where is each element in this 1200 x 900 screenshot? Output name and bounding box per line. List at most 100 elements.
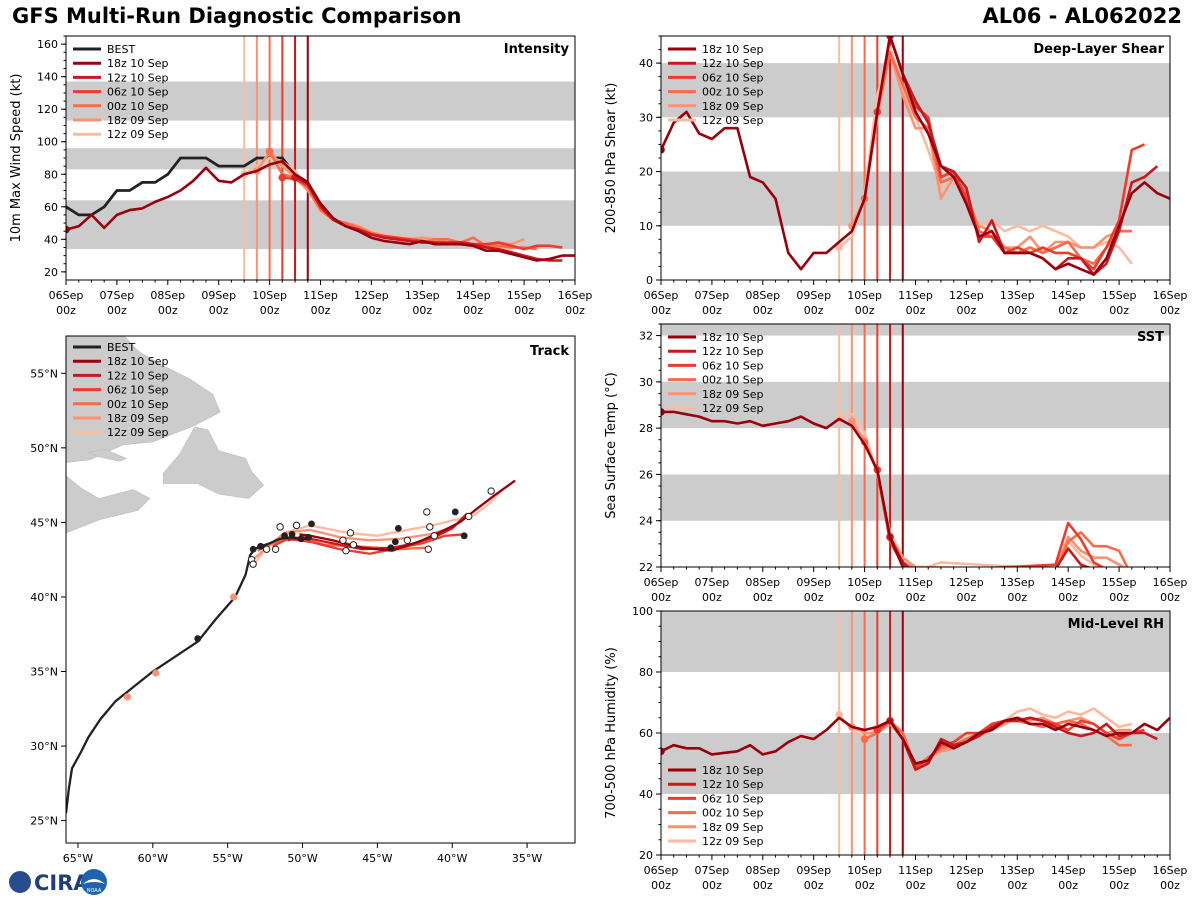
threshold-band bbox=[661, 474, 1170, 521]
x-tick-label: 10Sep bbox=[847, 576, 882, 589]
y-tick-label: 40 bbox=[639, 788, 653, 801]
x-tick-sublabel: 00z bbox=[1007, 304, 1027, 317]
track-point-open bbox=[487, 487, 495, 495]
x-tick-sublabel: 00z bbox=[804, 591, 824, 604]
y-tick-label: 20 bbox=[639, 166, 653, 179]
x-tick-label: 11Sep bbox=[898, 864, 933, 877]
x-tick-label: 16Sep bbox=[1153, 289, 1188, 302]
x-tick-sublabel: 00z bbox=[651, 879, 671, 892]
storm-id: AL06 - AL062022 bbox=[982, 4, 1183, 28]
y-tick-label: 100 bbox=[632, 605, 653, 618]
series-line bbox=[661, 410, 907, 567]
shear-plot-area bbox=[661, 36, 1170, 280]
track-point-open bbox=[349, 541, 358, 549]
track-point-open bbox=[262, 545, 271, 553]
cira-logo: CIRA NOAA bbox=[9, 869, 107, 895]
x-tick-label: 13Sep bbox=[1000, 576, 1035, 589]
x-tick-label: 10Sep bbox=[252, 289, 287, 302]
legend-label: 12z 09 Sep bbox=[107, 426, 169, 439]
x-tick-label: 13Sep bbox=[1000, 864, 1035, 877]
track-point-open bbox=[276, 523, 284, 531]
x-tick-label: 12Sep bbox=[354, 289, 389, 302]
intensity-chart: 06Sep 00z 07Sep 00z 08Sep 00z 09Sep 00z 10Sep 00z… bbox=[9, 35, 593, 317]
legend-label: 12z 10 Sep bbox=[107, 71, 169, 84]
legend-label: 06z 10 Sep bbox=[107, 384, 169, 397]
track-point-filled bbox=[288, 530, 296, 538]
track-point-open bbox=[426, 523, 434, 531]
legend-label: 12z 09 Sep bbox=[702, 402, 764, 415]
x-tick-sublabel: 00z bbox=[107, 304, 127, 317]
track-map: 65°W 60°W 55°W 50°W 45°W 40°W 35°W 25°N 30°N 35°N… bbox=[30, 335, 576, 865]
rh-chart: 06Sep 00z 07Sep 00z 08Sep 00z 09Sep 00z 10Sep 00z… bbox=[604, 605, 1187, 892]
legend-label: 12z 10 Sep bbox=[702, 778, 764, 791]
x-tick-label: 13Sep bbox=[1000, 289, 1035, 302]
y-tick-label: 80 bbox=[44, 168, 58, 181]
x-tick-label: 07Sep bbox=[100, 289, 135, 302]
legend-label: 12z 10 Sep bbox=[702, 345, 764, 358]
legend-label: 00z 10 Sep bbox=[702, 807, 764, 820]
noaa-bird-icon bbox=[83, 879, 105, 884]
legend-label: 18z 10 Sep bbox=[702, 764, 764, 777]
y-tick-label: 32 bbox=[639, 330, 653, 343]
lat-tick-label: 45°N bbox=[30, 516, 58, 529]
x-tick-sublabel: 00z bbox=[1109, 591, 1129, 604]
x-tick-sublabel: 00z bbox=[362, 304, 382, 317]
y-tick-label: 0 bbox=[646, 274, 653, 287]
y-tick-label: 28 bbox=[639, 422, 653, 435]
x-tick-sublabel: 00z bbox=[1058, 879, 1078, 892]
x-tick-sublabel: 00z bbox=[565, 304, 585, 317]
track-point-filled bbox=[257, 542, 265, 550]
x-tick-label: 08Sep bbox=[745, 289, 780, 302]
x-tick-sublabel: 00z bbox=[1160, 879, 1180, 892]
x-tick-label: 12Sep bbox=[949, 289, 984, 302]
x-tick-sublabel: 00z bbox=[412, 304, 432, 317]
x-tick-sublabel: 00z bbox=[209, 304, 229, 317]
x-tick-label: 07Sep bbox=[695, 289, 730, 302]
x-tick-label: 07Sep bbox=[695, 576, 730, 589]
track-plot-area bbox=[66, 336, 516, 814]
legend-label: 00z 10 Sep bbox=[107, 100, 169, 113]
track-point-filled bbox=[387, 544, 395, 552]
x-tick-label: 16Sep bbox=[1153, 864, 1188, 877]
axes-frame bbox=[65, 335, 576, 844]
series-line bbox=[661, 716, 1170, 765]
init-point bbox=[66, 225, 70, 234]
panel-title: SST bbox=[1137, 330, 1164, 345]
lon-tick-label: 50°W bbox=[287, 852, 317, 865]
legend-label: 12z 09 Sep bbox=[702, 835, 764, 848]
track-point bbox=[152, 669, 160, 677]
x-tick-label: 16Sep bbox=[1153, 576, 1188, 589]
x-tick-sublabel: 00z bbox=[753, 591, 773, 604]
y-tick-label: 120 bbox=[37, 103, 58, 116]
x-tick-sublabel: 00z bbox=[804, 304, 824, 317]
x-tick-label: 14Sep bbox=[1051, 864, 1086, 877]
legend-label: 18z 09 Sep bbox=[107, 412, 169, 425]
track-point-filled bbox=[194, 635, 202, 643]
track-point-filled bbox=[305, 533, 312, 541]
init-point bbox=[661, 408, 665, 416]
series-line bbox=[66, 160, 575, 262]
x-tick-sublabel: 00z bbox=[906, 304, 926, 317]
init-point bbox=[278, 173, 287, 182]
legend-label: 18z 09 Sep bbox=[702, 100, 764, 113]
x-tick-label: 08Sep bbox=[150, 289, 185, 302]
land-mass bbox=[87, 448, 127, 462]
x-tick-label: 14Sep bbox=[1051, 289, 1086, 302]
y-tick-label: 60 bbox=[639, 727, 653, 740]
legend-label: 18z 09 Sep bbox=[702, 388, 764, 401]
x-tick-sublabel: 00z bbox=[1058, 591, 1078, 604]
x-tick-sublabel: 00z bbox=[702, 879, 722, 892]
legend-label: 18z 10 Sep bbox=[702, 331, 764, 344]
intensity-plot-area bbox=[66, 36, 575, 280]
lon-tick-label: 40°W bbox=[437, 852, 467, 865]
track-point-open bbox=[342, 547, 350, 555]
x-tick-label: 11Sep bbox=[898, 289, 933, 302]
x-tick-label: 16Sep bbox=[558, 289, 593, 302]
y-axis-label: 10m Max Wind Speed (kt) bbox=[9, 74, 24, 243]
legend-label: 18z 10 Sep bbox=[107, 57, 169, 70]
x-tick-sublabel: 00z bbox=[311, 304, 331, 317]
x-tick-sublabel: 00z bbox=[804, 879, 824, 892]
x-tick-sublabel: 00z bbox=[855, 304, 875, 317]
